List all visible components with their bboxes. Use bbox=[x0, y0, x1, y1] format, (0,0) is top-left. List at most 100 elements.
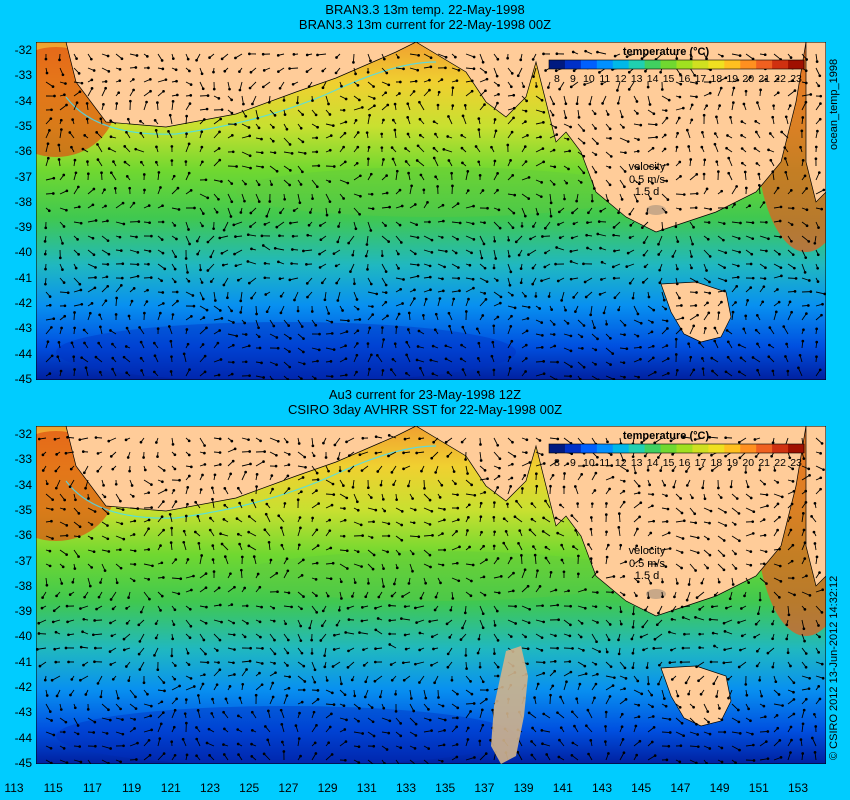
arrow-head bbox=[623, 666, 627, 670]
arrow-head bbox=[406, 116, 410, 119]
arrow-head bbox=[106, 284, 110, 288]
arrow-head bbox=[315, 528, 319, 532]
arrow-head bbox=[722, 621, 726, 625]
arrow-head bbox=[820, 662, 824, 666]
arrow-head bbox=[466, 472, 469, 475]
arrow-head bbox=[139, 340, 143, 344]
velocity-arrow bbox=[521, 193, 529, 200]
arrow-head bbox=[299, 526, 302, 530]
top-map-panel[interactable]: temperature (°C) 8 9 10 11 12 13 14 15 16 17 18 19 20… bbox=[36, 42, 826, 380]
arrow-head bbox=[432, 156, 436, 160]
arrow-head bbox=[200, 281, 204, 284]
velocity-arrow bbox=[45, 493, 53, 501]
velocity-arrow bbox=[549, 695, 551, 705]
arrow-head bbox=[285, 694, 289, 697]
arrow-head bbox=[455, 79, 459, 83]
arrow-head bbox=[231, 343, 235, 347]
arrow-head bbox=[494, 129, 498, 133]
arrow-head bbox=[457, 277, 461, 280]
arrow-head bbox=[44, 57, 48, 61]
arrow-head bbox=[707, 311, 711, 315]
arrow-head bbox=[228, 685, 232, 688]
arrow-head bbox=[493, 239, 497, 243]
velocity-arrow bbox=[416, 160, 425, 167]
arrow-head bbox=[234, 122, 237, 126]
arrow-head bbox=[483, 593, 487, 597]
arrow-head bbox=[68, 131, 72, 134]
arrow-head bbox=[402, 678, 406, 682]
arrow-head bbox=[815, 340, 819, 344]
arrow-head bbox=[606, 543, 610, 547]
arrow-head bbox=[273, 114, 277, 117]
arrow-head bbox=[316, 125, 319, 129]
arrow-head bbox=[282, 99, 286, 102]
arrow-head bbox=[624, 151, 627, 155]
arrow-head bbox=[535, 484, 539, 488]
arrow-head bbox=[213, 299, 217, 302]
velocity-arrow bbox=[139, 633, 145, 642]
velocity-arrow bbox=[695, 616, 705, 621]
arrow-head bbox=[451, 86, 455, 90]
arrow-head bbox=[398, 92, 401, 95]
arrow-head bbox=[527, 621, 531, 625]
arrow-head bbox=[562, 570, 566, 574]
arrow-head bbox=[617, 308, 620, 312]
arrow-head bbox=[354, 118, 358, 122]
arrow-head bbox=[96, 682, 100, 685]
arrow-head bbox=[262, 460, 265, 463]
velocity-arrow bbox=[297, 675, 306, 682]
arrow-head bbox=[93, 660, 96, 664]
arrow-head bbox=[142, 173, 146, 176]
arrow-head bbox=[300, 377, 303, 380]
arrow-head bbox=[596, 455, 599, 459]
arrow-head bbox=[88, 311, 92, 315]
arrow-head bbox=[289, 337, 292, 340]
arrow-head bbox=[385, 191, 389, 195]
arrow-head bbox=[133, 519, 137, 523]
arrow-head bbox=[192, 304, 196, 308]
arrow-head bbox=[723, 289, 726, 293]
arrow-head bbox=[765, 582, 768, 585]
arrow-head bbox=[147, 204, 151, 207]
arrow-head bbox=[393, 102, 397, 106]
velocity-arrow bbox=[555, 517, 565, 523]
velocity-arrow bbox=[65, 451, 75, 454]
velocity-arrow bbox=[752, 357, 761, 363]
arrow-head bbox=[511, 226, 515, 230]
arrow-head bbox=[531, 58, 535, 61]
arrow-head bbox=[526, 317, 530, 320]
arrow-head bbox=[244, 333, 248, 336]
arrow-head bbox=[59, 369, 63, 373]
arrow-head bbox=[446, 455, 450, 458]
arrow-head bbox=[137, 652, 141, 656]
arrow-head bbox=[188, 242, 191, 246]
arrow-head bbox=[663, 697, 666, 700]
arrow-head bbox=[560, 543, 563, 547]
arrow-head bbox=[258, 620, 262, 624]
arrow-head bbox=[212, 70, 215, 74]
arrow-head bbox=[457, 68, 461, 72]
arrow-head bbox=[265, 214, 269, 218]
arrow-head bbox=[666, 371, 670, 375]
arrow-head bbox=[301, 476, 305, 479]
arrow-head bbox=[234, 235, 237, 238]
arrow-head bbox=[98, 313, 101, 317]
arrow-head bbox=[355, 298, 359, 301]
velocity-arrow bbox=[234, 249, 243, 255]
velocity-arrow bbox=[143, 101, 147, 111]
arrow-head bbox=[121, 201, 125, 205]
bottom-map-panel[interactable]: temperature (°C) 8 9 10 11 12 13 14 15 16 17 18 19 20… bbox=[36, 426, 826, 764]
arrow-head bbox=[52, 317, 56, 321]
arrow-head bbox=[655, 166, 659, 170]
arrow-head bbox=[609, 665, 613, 669]
velocity-arrow bbox=[801, 235, 810, 242]
velocity-arrow bbox=[59, 291, 69, 294]
arrow-head bbox=[547, 86, 550, 89]
arrow-head bbox=[343, 693, 347, 697]
arrow-head bbox=[542, 620, 546, 624]
arrow-head bbox=[556, 646, 559, 650]
arrow-head bbox=[333, 633, 336, 637]
arrow-head bbox=[658, 281, 662, 285]
arrow-head bbox=[132, 201, 136, 205]
arrow-head bbox=[99, 325, 102, 329]
